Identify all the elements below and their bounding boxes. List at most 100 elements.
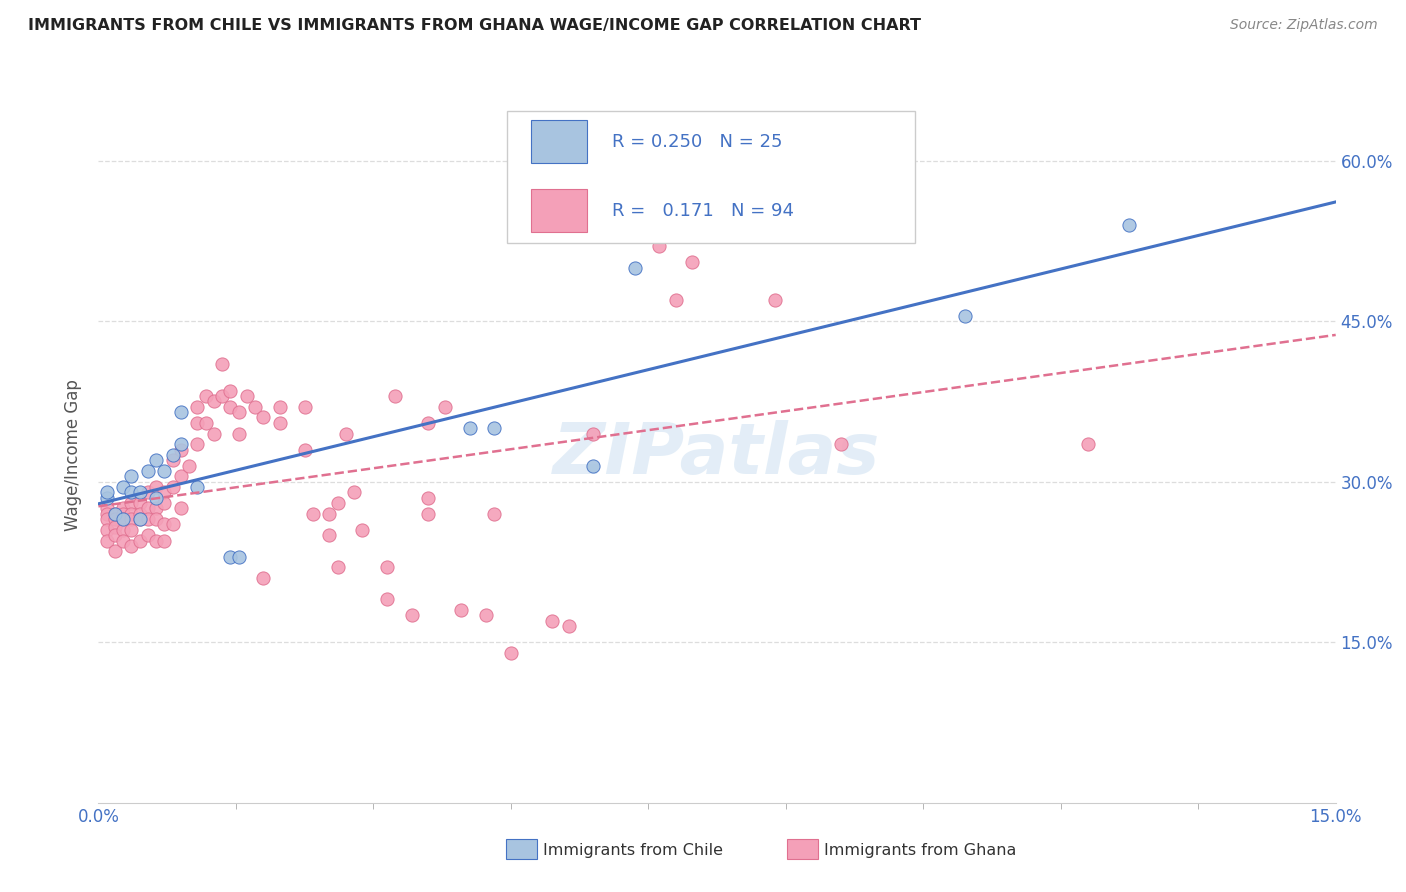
Text: Immigrants from Chile: Immigrants from Chile <box>543 843 723 857</box>
Point <box>352 523 374 537</box>
Point <box>269 416 291 430</box>
Point <box>104 507 127 521</box>
Point <box>120 507 142 521</box>
Point <box>153 496 176 510</box>
Point <box>128 485 150 500</box>
Point <box>104 544 127 558</box>
Point <box>153 517 176 532</box>
Point <box>375 560 398 574</box>
Point <box>112 533 135 548</box>
Text: IMMIGRANTS FROM CHILE VS IMMIGRANTS FROM GHANA WAGE/INCOME GAP CORRELATION CHART: IMMIGRANTS FROM CHILE VS IMMIGRANTS FROM… <box>28 18 921 33</box>
Point <box>499 646 522 660</box>
Point <box>96 485 118 500</box>
Point <box>450 603 472 617</box>
Point <box>194 389 217 403</box>
Point <box>318 507 340 521</box>
Point <box>228 549 250 564</box>
Point <box>541 614 564 628</box>
Point <box>236 389 259 403</box>
Point <box>243 400 266 414</box>
Point <box>145 491 167 505</box>
Point <box>120 512 142 526</box>
Point <box>112 501 135 516</box>
Point <box>418 491 440 505</box>
Point <box>96 491 118 505</box>
Point <box>1077 437 1099 451</box>
Point <box>128 512 150 526</box>
Point <box>953 309 976 323</box>
Point <box>211 357 233 371</box>
Point <box>1118 218 1140 232</box>
Point <box>343 485 366 500</box>
Point <box>186 437 208 451</box>
Text: R =   0.171   N = 94: R = 0.171 N = 94 <box>612 202 794 220</box>
Point <box>484 507 506 521</box>
Point <box>104 507 127 521</box>
Point <box>136 512 159 526</box>
Point <box>582 426 605 441</box>
Point <box>433 400 456 414</box>
FancyBboxPatch shape <box>506 111 915 243</box>
Point <box>475 608 498 623</box>
Point <box>335 426 357 441</box>
Point <box>170 442 193 457</box>
Point <box>202 394 225 409</box>
Point <box>162 517 184 532</box>
Point <box>418 507 440 521</box>
Point <box>557 619 579 633</box>
Point <box>665 293 688 307</box>
Point <box>104 528 127 542</box>
Point <box>830 437 852 451</box>
Point <box>136 464 159 478</box>
Point <box>484 421 506 435</box>
Point <box>763 293 786 307</box>
Point <box>128 507 150 521</box>
Point <box>318 528 340 542</box>
Point <box>179 458 201 473</box>
Point <box>170 437 193 451</box>
Point <box>228 426 250 441</box>
Point <box>252 571 274 585</box>
Point <box>112 512 135 526</box>
Point <box>128 533 150 548</box>
Point <box>186 400 208 414</box>
Point <box>162 448 184 462</box>
Point <box>269 400 291 414</box>
Point <box>145 512 167 526</box>
Point <box>194 416 217 430</box>
Point <box>145 501 167 516</box>
Point <box>145 480 167 494</box>
Point <box>252 410 274 425</box>
Point <box>648 239 671 253</box>
Point <box>681 255 703 269</box>
Point <box>136 485 159 500</box>
Point <box>186 416 208 430</box>
Point <box>202 426 225 441</box>
Text: Source: ZipAtlas.com: Source: ZipAtlas.com <box>1230 18 1378 32</box>
Point <box>96 523 118 537</box>
Point <box>120 496 142 510</box>
Point <box>228 405 250 419</box>
Point <box>623 159 645 173</box>
Point <box>128 512 150 526</box>
Point <box>384 389 406 403</box>
Point <box>219 384 242 398</box>
Point <box>104 512 127 526</box>
Point <box>120 469 142 483</box>
Point <box>153 533 176 548</box>
Point <box>326 560 349 574</box>
Point <box>96 507 118 521</box>
Point <box>112 523 135 537</box>
Point <box>104 519 127 533</box>
Point <box>458 421 481 435</box>
Point <box>211 389 233 403</box>
Point <box>96 501 118 516</box>
Point <box>401 608 423 623</box>
Point <box>153 485 176 500</box>
Point <box>170 469 193 483</box>
Point <box>302 507 325 521</box>
Point <box>418 416 440 430</box>
Point <box>112 507 135 521</box>
Point <box>112 512 135 526</box>
Point <box>186 480 208 494</box>
